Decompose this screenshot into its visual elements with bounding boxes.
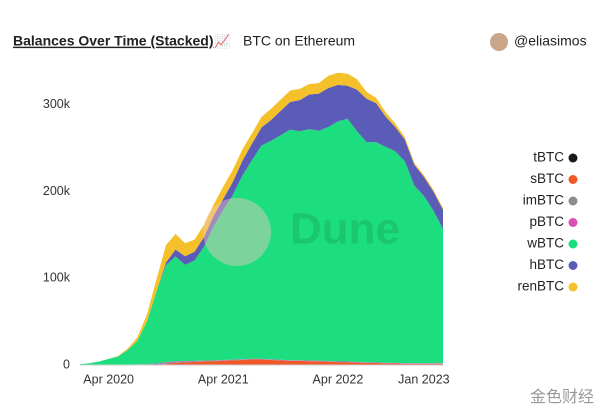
area: [80, 118, 443, 365]
legend-swatch: [568, 175, 578, 184]
subtitle: BTC on Ethereum: [243, 33, 355, 49]
legend-label: pBTC: [529, 214, 564, 229]
legend-label: sBTC: [530, 171, 564, 186]
avatar: [490, 33, 508, 51]
legend-swatch: [568, 282, 578, 292]
y-tick-label: 300k: [43, 97, 71, 111]
legend-swatch: [568, 153, 578, 163]
source-watermark: 金色财经: [530, 388, 594, 406]
legend-label: tBTC: [533, 150, 564, 165]
x-tick-label: Apr 2021: [198, 372, 249, 386]
x-tick-label: Apr 2020: [83, 372, 134, 386]
legend-label: wBTC: [526, 236, 564, 251]
x-tick-label: Apr 2022: [313, 372, 364, 386]
y-tick-label: 200k: [43, 184, 71, 198]
legend-swatch: [568, 196, 578, 206]
y-tick-label: 0: [63, 357, 70, 371]
logo-circle: [203, 198, 271, 266]
title-icon: 📈: [214, 33, 230, 48]
legend-swatch: [568, 218, 578, 227]
legend-label: hBTC: [529, 257, 564, 272]
author: @eliasimos: [514, 33, 587, 49]
legend-label: imBTC: [523, 193, 564, 208]
chart-title: Balances Over Time (Stacked): [13, 33, 214, 49]
area: [80, 84, 443, 365]
legend-swatch: [568, 261, 578, 270]
legend-swatch: [568, 239, 578, 249]
y-tick-label: 100k: [43, 271, 71, 285]
x-tick-label: Jan 2023: [398, 372, 449, 386]
watermark: Dune: [290, 205, 400, 254]
area: [80, 359, 443, 365]
legend-label: renBTC: [517, 279, 564, 294]
